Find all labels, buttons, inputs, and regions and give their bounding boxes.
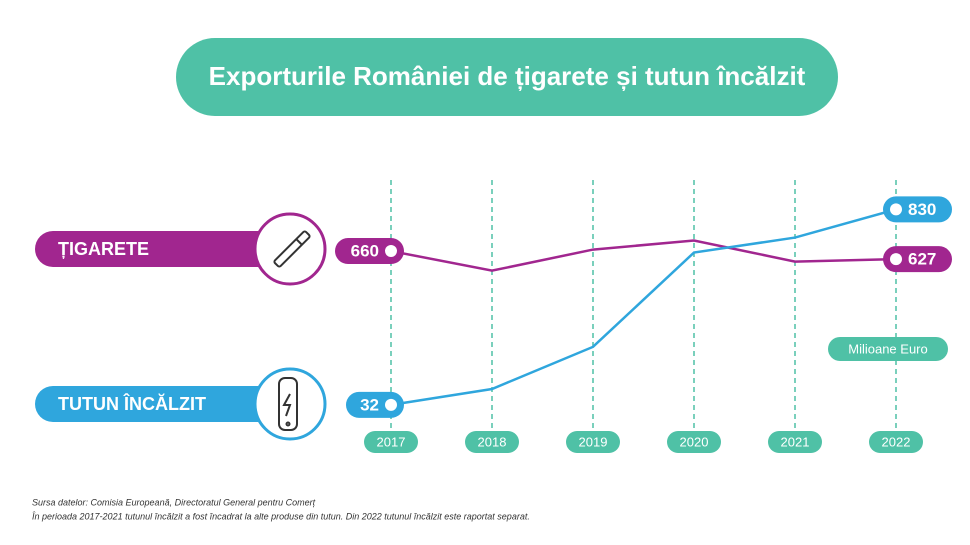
x-tick-label: 2019 xyxy=(579,434,608,449)
value-label: 627 xyxy=(908,250,936,269)
year-pill xyxy=(768,431,822,453)
legend-icon-circle xyxy=(253,212,327,286)
value-label: 830 xyxy=(908,200,936,219)
value-pill xyxy=(346,391,404,418)
icons xyxy=(273,230,311,431)
unit-label: Milioane Euro xyxy=(848,341,928,356)
point xyxy=(385,245,397,258)
source-note: Sursa datelor: Comisia Europeană, Direct… xyxy=(32,497,316,507)
point xyxy=(890,203,902,216)
series-line xyxy=(390,208,897,407)
series-line xyxy=(390,239,897,272)
year-pill xyxy=(869,431,923,453)
value-pill xyxy=(883,196,952,223)
legend-label: TUTUN ÎNCĂLZIT xyxy=(58,393,206,414)
x-tick-label: 2020 xyxy=(680,434,709,449)
year-pill xyxy=(465,431,519,453)
x-tick-label: 2017 xyxy=(377,434,406,449)
legend-bar xyxy=(35,386,295,422)
value-pill xyxy=(335,238,404,265)
point xyxy=(890,253,902,266)
point xyxy=(385,398,397,411)
x-tick-label: 2022 xyxy=(882,434,911,449)
value-pill xyxy=(883,246,952,273)
method-note: În perioada 2017-2021 tutunul încălzit a… xyxy=(32,511,530,521)
device-icon xyxy=(278,377,298,431)
x-tick-label: 2021 xyxy=(781,434,810,449)
x-tick-label: 2018 xyxy=(478,434,507,449)
year-pill xyxy=(667,431,721,453)
legend-label: ȚIGARETE xyxy=(58,239,149,259)
legend-bar xyxy=(35,231,295,267)
title-pill xyxy=(176,38,838,116)
year-pill xyxy=(364,431,418,453)
value-label: 32 xyxy=(360,395,379,414)
year-pill xyxy=(566,431,620,453)
unit-pill xyxy=(828,337,948,361)
value-label: 660 xyxy=(351,242,379,261)
cigarette-icon xyxy=(273,230,311,268)
chart-title: Exporturile României de țigarete și tutu… xyxy=(209,61,806,91)
